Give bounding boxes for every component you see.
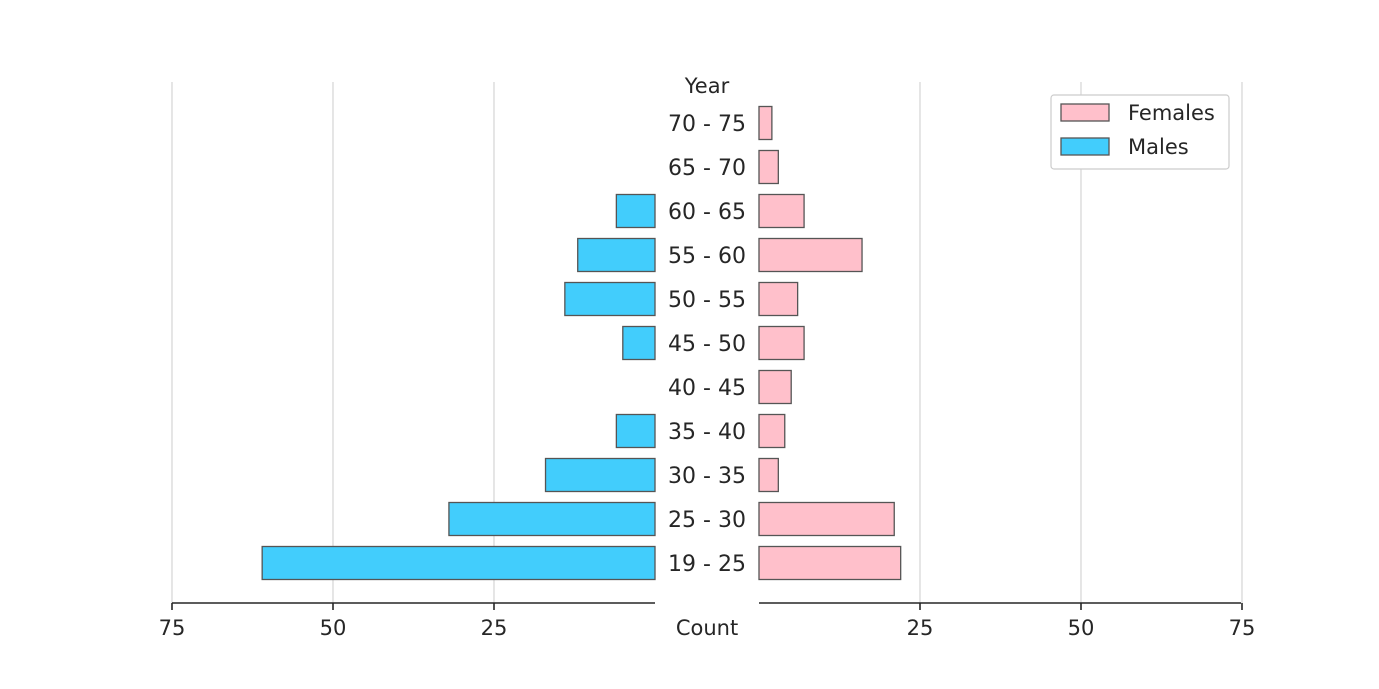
- category-label-70-75: 70 - 75: [668, 112, 746, 137]
- legend-label-females: Females: [1128, 101, 1215, 125]
- bar-males-35-40: [615, 413, 656, 449]
- bar-males-50-55: [564, 281, 656, 317]
- bar-females-45-50: [758, 325, 805, 361]
- tick-label-left-25: 25: [481, 616, 508, 640]
- y-axis-title: Year: [684, 74, 730, 98]
- bar-males-60-65: [615, 193, 656, 229]
- tick-label-left-75: 75: [159, 616, 186, 640]
- tick-label-right-25: 25: [907, 616, 934, 640]
- category-label-25-30: 25 - 30: [668, 508, 746, 533]
- category-label-60-65: 60 - 65: [668, 200, 746, 225]
- bar-females-25-30: [758, 501, 895, 537]
- legend-swatch-females: [1060, 103, 1110, 122]
- category-label-50-55: 50 - 55: [668, 288, 746, 313]
- category-labels: 19 - 25 25 - 30 30 - 35 35 - 40 40 - 45 45 - …: [668, 112, 746, 577]
- x-axis-title: Count: [676, 616, 738, 640]
- category-label-35-40: 35 - 40: [668, 420, 746, 445]
- bar-females-19-25: [758, 545, 902, 581]
- category-label-30-35: 30 - 35: [668, 464, 746, 489]
- bar-females-40-45: [758, 369, 792, 405]
- bar-females-70-75: [758, 105, 773, 141]
- bar-males-25-30: [448, 501, 656, 537]
- bar-males-30-35: [544, 457, 656, 493]
- bar-males-45-50: [622, 325, 656, 361]
- category-label-55-60: 55 - 60: [668, 244, 746, 269]
- legend-label-males: Males: [1128, 135, 1189, 159]
- bar-males-19-25: [261, 545, 656, 581]
- bar-females-65-70: [758, 149, 779, 185]
- bar-females-55-60: [758, 237, 863, 273]
- bars: [261, 105, 902, 581]
- category-label-19-25: 19 - 25: [668, 552, 746, 577]
- bar-males-55-60: [577, 237, 656, 273]
- category-label-40-45: 40 - 45: [668, 376, 746, 401]
- legend-swatch-males: [1060, 137, 1110, 156]
- tick-label-right-75: 75: [1229, 616, 1256, 640]
- bar-females-60-65: [758, 193, 805, 229]
- tick-label-left-50: 50: [320, 616, 347, 640]
- tick-label-right-50: 50: [1068, 616, 1095, 640]
- bar-females-30-35: [758, 457, 779, 493]
- legend: Females Males: [1050, 94, 1230, 170]
- category-label-65-70: 65 - 70: [668, 156, 746, 181]
- x-ticks: 75 50 25 25 50 75: [159, 603, 1256, 640]
- category-label-45-50: 45 - 50: [668, 332, 746, 357]
- bar-females-50-55: [758, 281, 799, 317]
- bar-females-35-40: [758, 413, 786, 449]
